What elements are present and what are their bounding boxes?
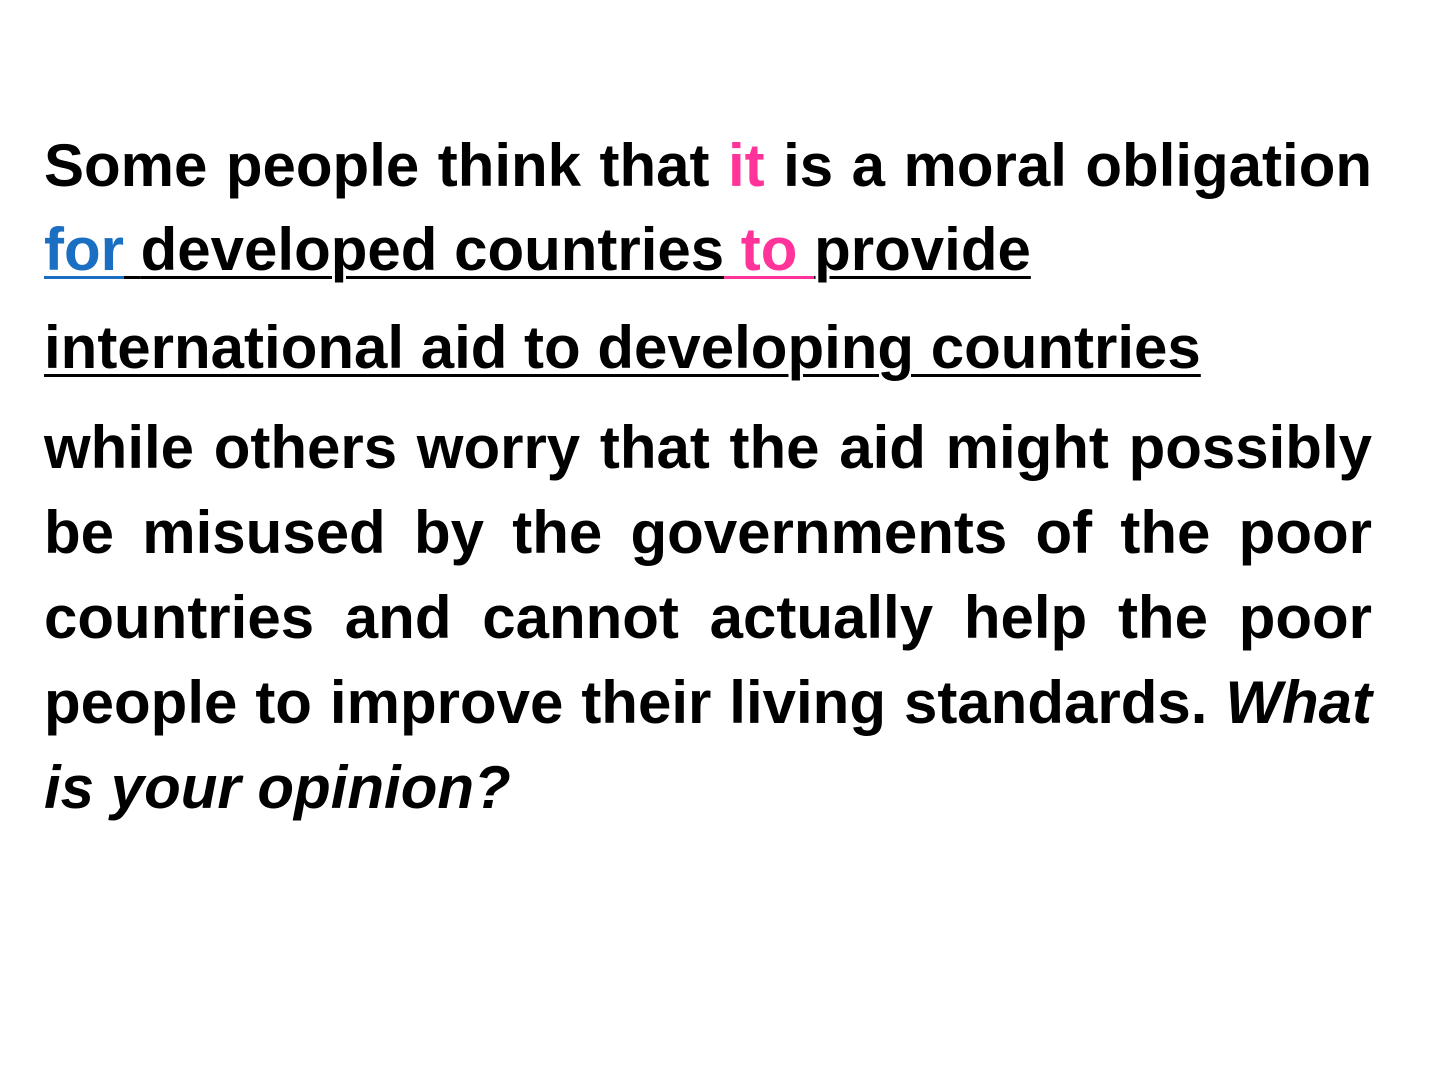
highlight-it: it <box>728 132 765 199</box>
underlined-provide: provide <box>814 216 1031 283</box>
underlined-developed-countries: developed countries <box>140 216 725 283</box>
highlight-to: to <box>724 216 815 283</box>
prompt-text-part-1: Some people think that <box>44 132 728 199</box>
prompt-paragraph-2: international aid to developing countrie… <box>44 313 1372 383</box>
prompt-text-part-2: is a moral obligation <box>764 132 1373 199</box>
prompt-paragraph-3: while others worry that the aid might po… <box>44 405 1372 830</box>
prompt-text-part-3: while others worry that the aid might po… <box>44 414 1372 736</box>
prompt-paragraph-1: Some people think that it is a moral obl… <box>44 124 1372 292</box>
highlight-for: for <box>44 216 124 283</box>
opinion-question: What is your opinion? <box>44 669 1372 821</box>
underlined-space <box>124 216 141 283</box>
underlined-international-aid: international aid to developing countrie… <box>44 314 1201 381</box>
